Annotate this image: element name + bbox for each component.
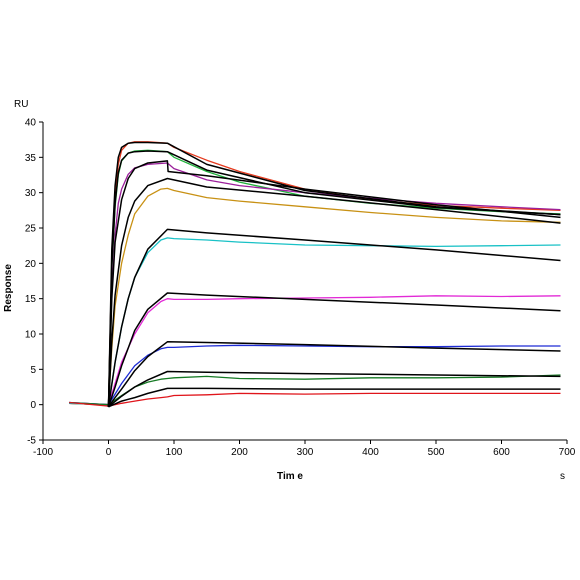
fit-curve-3	[107, 160, 561, 407]
response-curve-9	[69, 392, 561, 407]
y-tick-label: 20	[25, 259, 37, 270]
response-curve-6	[69, 295, 561, 406]
x-tick-label: 400	[362, 447, 379, 458]
fit-curve-9	[108, 387, 561, 408]
response-curve-3	[69, 162, 561, 406]
fit-curve-6	[107, 292, 561, 408]
y-tick-label: 15	[25, 294, 37, 305]
fit-curve-2	[107, 150, 561, 407]
axes: -5 0 5 10 15 20 25 30 35 40 -100 0 100 200 300 400 500 60…	[25, 118, 576, 459]
plot-area	[69, 141, 561, 408]
y-tick-label: 25	[25, 224, 37, 235]
y-tick-label: 40	[25, 118, 37, 129]
y-tick-label: 5	[30, 365, 36, 376]
fit-curve-7	[107, 341, 561, 408]
fit-curve-8	[108, 370, 561, 408]
fit-curve-4	[107, 177, 561, 407]
y-tick-label: 30	[25, 188, 37, 199]
response-curve-2	[69, 149, 561, 406]
x-unit-label: s	[560, 471, 565, 482]
response-curve-1	[69, 141, 561, 406]
y-axis-label: Response	[3, 264, 14, 312]
x-tick-label: 100	[166, 447, 183, 458]
x-tick-label: -100	[33, 447, 53, 458]
y-tick-label: 35	[25, 153, 37, 164]
y-tick-label: 10	[25, 330, 37, 341]
y-tick-label: -5	[27, 436, 36, 447]
fit-curve-1	[107, 141, 561, 407]
x-tick-label: 300	[297, 447, 314, 458]
y-unit-label: RU	[14, 99, 28, 110]
y-tick-label: 0	[30, 400, 36, 411]
x-tick-label: 600	[493, 447, 510, 458]
x-tick-label: 700	[559, 447, 576, 458]
x-axis-label: Tim e	[277, 471, 303, 482]
x-tick-label: 200	[231, 447, 248, 458]
fit-curve-5	[107, 228, 561, 407]
x-tick-label: 0	[106, 447, 112, 458]
x-tick-label: 500	[428, 447, 445, 458]
